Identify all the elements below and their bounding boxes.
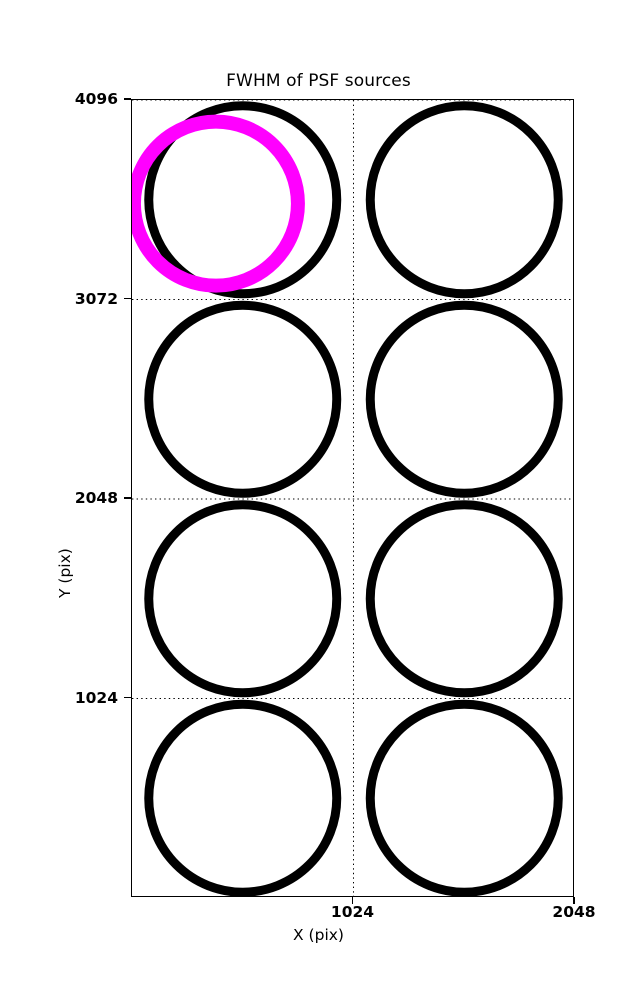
y-tick-label: 4096 — [74, 90, 118, 108]
data-point-circle — [144, 101, 342, 299]
data-point-circle — [144, 699, 342, 896]
x-tick-mark — [573, 897, 575, 904]
data-point-circle — [365, 300, 563, 498]
x-tick-label: 2048 — [552, 903, 596, 921]
y-tick-mark — [124, 98, 131, 100]
data-point-circle — [144, 500, 342, 698]
y-tick-mark — [124, 297, 131, 300]
x-tick-mark — [351, 897, 354, 904]
y-tick-mark — [124, 497, 131, 499]
y-tick-mark — [124, 696, 131, 699]
x-tick-label: 1024 — [330, 903, 375, 921]
y-tick-label: 3072 — [74, 289, 118, 308]
data-point-circle — [144, 300, 342, 498]
plot-canvas — [132, 100, 573, 896]
data-point-circle — [365, 500, 563, 698]
data-point-circle — [132, 114, 305, 293]
y-axis-label: Y (pix) — [56, 548, 74, 598]
data-point-circle — [365, 101, 563, 299]
plot-area — [131, 99, 574, 897]
page-title: FWHM of PSF sources — [226, 71, 411, 91]
y-tick-label: 2048 — [74, 489, 118, 507]
data-marks — [132, 101, 563, 896]
x-axis-label: X (pix) — [293, 926, 344, 944]
y-tick-label: 1024 — [74, 688, 118, 707]
gridlines — [132, 100, 573, 896]
data-point-circle — [365, 699, 563, 896]
